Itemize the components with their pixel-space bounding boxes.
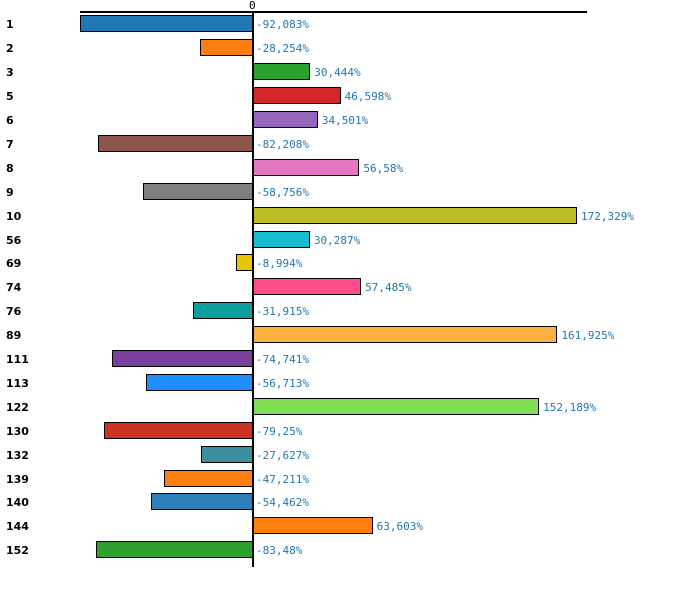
bar[interactable] [253,326,558,344]
value-label: 30,444% [314,66,361,80]
bar[interactable] [253,397,540,415]
bar[interactable] [253,230,310,248]
category-label: 8 [6,161,14,175]
value-label: 172,329% [581,209,634,223]
value-label: -8,994% [256,257,303,271]
category-label: 144 [6,520,29,534]
category-label: 7 [6,137,14,151]
bar[interactable] [192,302,253,320]
category-label: 56 [6,233,22,247]
bar[interactable] [142,182,253,200]
bar[interactable] [164,469,253,487]
bar[interactable] [146,373,253,391]
zero-tick-label: 0 [249,0,256,12]
bar[interactable] [112,350,253,368]
value-label: -58,756% [256,185,309,199]
value-label: -74,741% [256,353,309,367]
bar[interactable] [253,111,318,129]
category-label: 69 [6,257,22,271]
category-label: 1 [6,18,14,32]
value-label: -27,627% [256,448,309,462]
category-label: 130 [6,424,29,438]
category-label: 111 [6,353,29,367]
bar[interactable] [253,63,311,81]
bar[interactable] [201,445,253,463]
value-label: 46,598% [344,90,391,104]
bar[interactable] [104,421,253,439]
bar[interactable] [253,517,373,535]
bar[interactable] [253,206,577,224]
bar[interactable] [253,87,341,105]
value-label: -82,208% [256,137,309,151]
bar[interactable] [150,493,253,511]
bar[interactable] [98,134,253,152]
bar[interactable] [199,39,253,57]
category-label: 5 [6,90,14,104]
category-label: 139 [6,472,29,486]
value-label: 34,501% [321,114,369,128]
value-label: -56,713% [256,376,309,390]
category-label: 89 [6,329,22,343]
value-label: -47,211% [256,472,309,486]
value-label: -83,48% [256,544,303,558]
value-label: 57,485% [365,281,412,295]
category-label: 2 [6,42,14,56]
bar[interactable] [253,278,362,296]
category-label: 152 [6,544,29,558]
category-label: 113 [6,376,29,390]
value-label: 63,603% [376,520,423,534]
category-label: 6 [6,114,14,128]
category-label: 76 [6,305,22,319]
value-label: 56,58% [363,161,404,175]
bar[interactable] [96,541,253,559]
category-label: 3 [6,66,14,80]
bar[interactable] [79,15,253,33]
value-label: -28,254% [256,42,309,56]
value-label: -31,915% [256,305,309,319]
category-label: 140 [6,496,29,510]
value-label: 152,189% [543,400,597,414]
value-label: -92,083% [256,18,309,32]
bar[interactable] [236,254,253,272]
category-label: 10 [6,209,22,223]
category-label: 132 [6,448,29,462]
bar[interactable] [253,158,360,176]
category-label: 122 [6,400,29,414]
value-label: -54,462% [256,496,309,510]
value-label: -79,25% [256,424,303,438]
category-label: 9 [6,185,14,199]
value-label: 161,925% [561,329,615,343]
value-label: 30,287% [313,233,361,247]
top-axis-rule [79,11,587,13]
category-label: 74 [6,281,22,295]
